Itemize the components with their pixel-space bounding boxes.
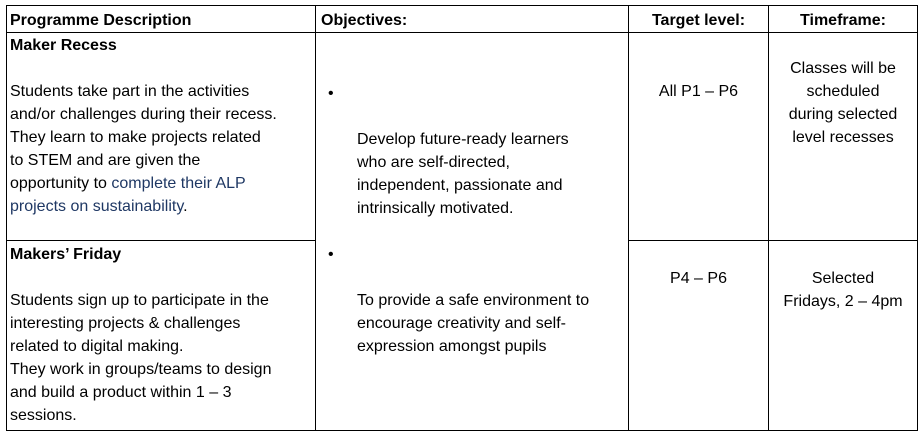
- programme-title: Maker Recess: [10, 37, 117, 54]
- description-highlight: complete their ALP projects on sustainab…: [10, 175, 246, 215]
- header-programme-description: Programme Description: [10, 12, 192, 29]
- column-divider-3: [768, 5, 769, 431]
- column-divider-2: [628, 5, 629, 431]
- header-objectives: Objectives:: [321, 12, 408, 29]
- row-divider-left: [6, 240, 315, 241]
- programme-cell-makers-friday: Makers’ Friday Students sign up to parti…: [10, 243, 313, 427]
- column-divider-1: [315, 5, 316, 431]
- table-border-bottom: [6, 430, 918, 431]
- target-level-cell: All P1 – P6: [658, 83, 739, 100]
- objective-text: Develop future-ready learners who are se…: [357, 131, 569, 217]
- bullet-icon: •: [328, 85, 334, 102]
- description-text: Students take part in the activities and…: [10, 83, 277, 192]
- programme-description: Students take part in the activities and…: [10, 80, 313, 218]
- programme-description: Students sign up to participate in the i…: [10, 292, 272, 424]
- table-border-left: [6, 5, 7, 431]
- programme-table: Programme Description Objectives: Target…: [6, 5, 918, 431]
- header-target-level: Target level:: [651, 12, 746, 29]
- row-divider-right: [628, 240, 918, 241]
- description-end: .: [183, 198, 188, 215]
- header-divider: [6, 32, 918, 33]
- programme-title: Makers’ Friday: [10, 246, 122, 263]
- table-border-right: [917, 5, 918, 431]
- list-item: • To provide a safe environment to encou…: [320, 243, 626, 358]
- table-border-top: [6, 5, 918, 6]
- header-timeframe: Timeframe:: [800, 12, 886, 29]
- objective-text: To provide a safe environment to encoura…: [357, 292, 590, 355]
- list-item: • Develop future-ready learners who are …: [320, 82, 626, 220]
- objectives-cell: • Develop future-ready learners who are …: [320, 82, 626, 381]
- timeframe-cell: Classes will be scheduled during selecte…: [788, 60, 898, 146]
- timeframe-cell: Selected Fridays, 2 – 4pm: [783, 270, 903, 310]
- target-level-cell: P4 – P6: [670, 270, 727, 287]
- objectives-list: • Develop future-ready learners who are …: [320, 82, 626, 358]
- bullet-icon: •: [328, 246, 334, 263]
- programme-cell-maker-recess: Maker Recess Students take part in the a…: [10, 34, 313, 218]
